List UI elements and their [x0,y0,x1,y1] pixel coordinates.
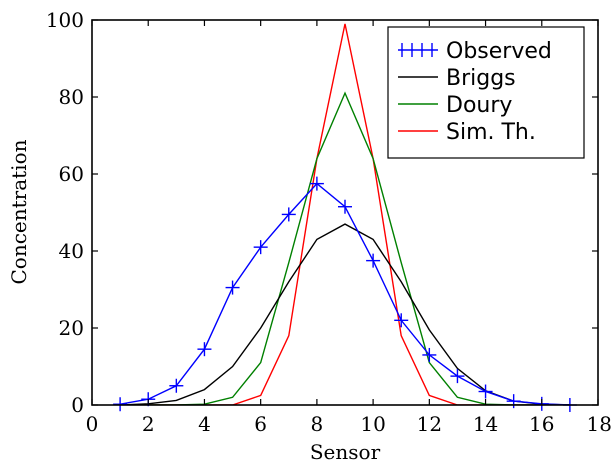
legend-label-observed: Observed [446,39,552,64]
y-tick-label: 100 [46,8,84,32]
x-tick-label: 0 [86,412,99,436]
x-tick-label: 6 [254,412,267,436]
x-axis: 0 2 4 6 8 10 12 14 16 18 [86,20,612,436]
x-tick-label: 4 [198,412,211,436]
y-tick-label: 40 [59,239,84,263]
y-tick-label: 80 [59,85,84,109]
data-point-observed [394,313,409,328]
legend-label-briggs: Briggs [446,66,516,91]
data-point-observed [281,207,296,222]
y-tick-label: 0 [71,393,84,417]
y-axis: 0 20 40 60 80 100 [46,8,598,417]
data-point-observed [450,369,465,384]
y-tick-label: 20 [59,316,84,340]
x-tick-label: 18 [587,412,612,436]
y-axis-title: Concentration [7,139,31,284]
x-tick-label: 2 [142,412,155,436]
legend-box [387,26,585,159]
data-point-observed [506,394,521,409]
data-point-observed [366,253,381,268]
data-point-observed [422,347,437,362]
legend-label-sim-th: Sim. Th. [446,120,536,145]
data-point-observed [197,342,212,357]
x-tick-label: 8 [311,412,324,436]
x-tick-label: 10 [360,412,385,436]
data-point-observed [478,384,493,399]
data-point-observed [225,280,240,295]
x-tick-label: 14 [473,412,498,436]
data-point-observed [338,199,352,214]
data-point-observed [253,240,268,255]
x-tick-label: 12 [417,412,442,436]
series-line-sim-th [120,23,570,405]
data-point-observed [309,176,324,191]
legend-label-doury: Doury [446,93,512,118]
plot-frame [91,19,599,406]
x-tick-label: 16 [529,412,554,436]
data-point-observed [169,378,184,393]
x-axis-title: Sensor [310,440,381,464]
y-tick-label: 60 [59,162,84,186]
